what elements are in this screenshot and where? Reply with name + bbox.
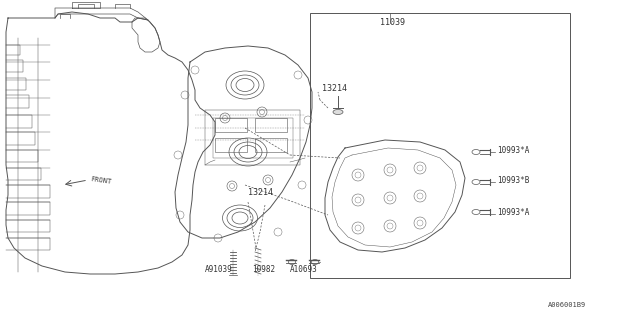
Bar	[205, 110, 300, 165]
Bar	[310, 13, 570, 278]
Bar	[255, 138, 287, 152]
Text: A10693: A10693	[290, 266, 317, 275]
Text: 11039: 11039	[380, 18, 405, 27]
Text: 13214: 13214	[248, 188, 273, 196]
Text: 13214: 13214	[322, 84, 347, 92]
Text: 10993*B: 10993*B	[497, 175, 529, 185]
Bar	[215, 118, 247, 132]
Text: 10993*A: 10993*A	[497, 207, 529, 217]
Bar	[255, 118, 287, 132]
Bar	[213, 118, 293, 158]
Text: 10982: 10982	[252, 266, 275, 275]
Text: 10993*A: 10993*A	[497, 146, 529, 155]
Text: A91039: A91039	[205, 266, 233, 275]
Ellipse shape	[333, 109, 343, 115]
Bar	[215, 138, 247, 152]
Text: FRONT: FRONT	[90, 176, 112, 184]
Text: A006001B9: A006001B9	[548, 302, 586, 308]
